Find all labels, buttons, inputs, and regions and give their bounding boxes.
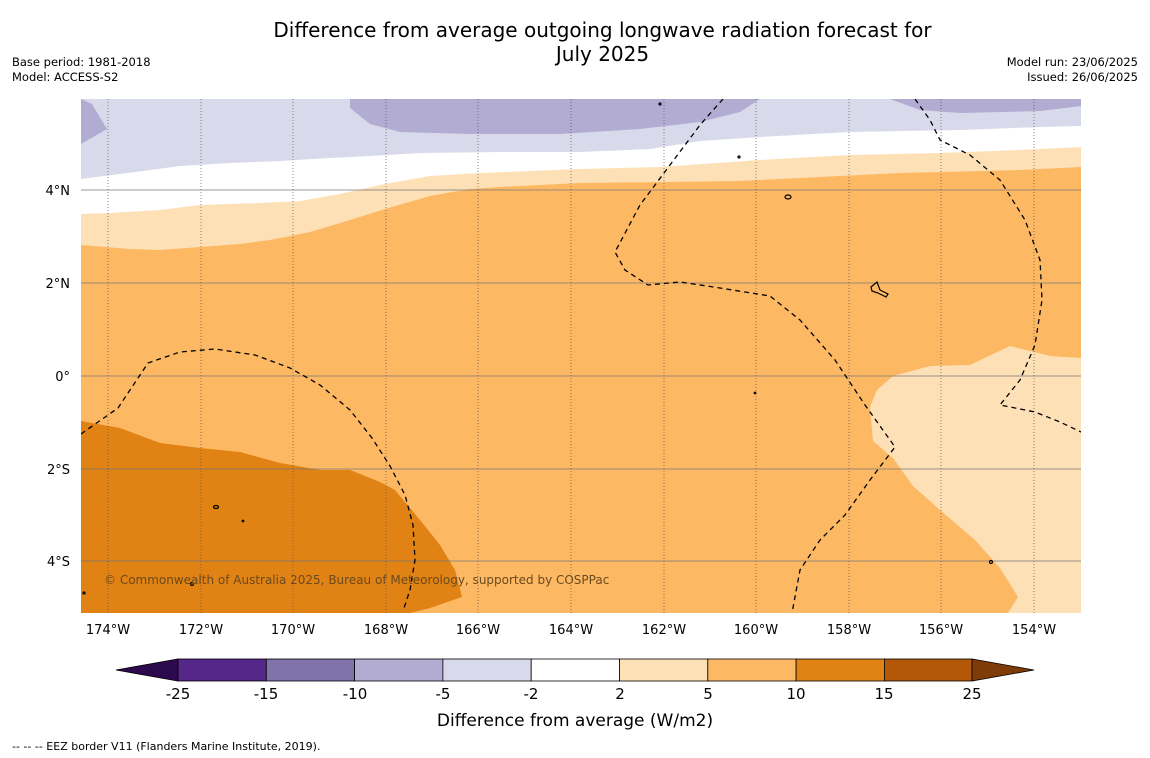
copyright-text: © Commonwealth of Australia 2025, Bureau… bbox=[104, 573, 609, 587]
lon-label: 154°W bbox=[1012, 623, 1056, 638]
meta-left: Base period: 1981-2018 Model: ACCESS-S2 bbox=[12, 55, 151, 85]
contour-band-neg-5-2 bbox=[81, 99, 1081, 179]
colorbar-segment bbox=[530, 658, 620, 682]
lat-label: 4°S bbox=[47, 555, 70, 570]
island bbox=[784, 194, 792, 200]
lon-label: 174°W bbox=[86, 623, 130, 638]
latitude-gridlines bbox=[81, 189, 1081, 562]
contour-band-2-5-southeast bbox=[870, 346, 1081, 613]
colorbar-tick: -15 bbox=[254, 685, 279, 703]
island bbox=[658, 102, 662, 106]
colorbar-label: Difference from average (W/m2) bbox=[437, 711, 713, 731]
title-line-2: July 2025 bbox=[555, 42, 650, 66]
island bbox=[753, 391, 757, 395]
lat-label: 2°S bbox=[47, 463, 70, 478]
lon-label: 170°W bbox=[271, 623, 315, 638]
eez-border-west bbox=[81, 348, 416, 609]
island-outlines bbox=[82, 102, 994, 595]
lon-label: 172°W bbox=[179, 623, 223, 638]
colorbar-extend-high bbox=[971, 658, 1035, 682]
chart-title: Difference from average outgoing longwav… bbox=[200, 18, 1005, 66]
island bbox=[241, 519, 245, 523]
lon-label: 156°W bbox=[919, 623, 963, 638]
colorbar-segment bbox=[177, 658, 267, 682]
colorbar bbox=[115, 658, 1035, 682]
colorbar-tick: 10 bbox=[786, 685, 805, 703]
eez-footnote: -- -- -- EEZ border V11 (Flanders Marine… bbox=[12, 740, 321, 753]
colorbar-tick: -25 bbox=[166, 685, 191, 703]
lat-label: 2°N bbox=[46, 277, 71, 292]
lon-label: 160°W bbox=[734, 623, 778, 638]
latitude-labels: 4°N 2°N 0° 2°S 4°S bbox=[46, 184, 71, 570]
eez-borders bbox=[81, 99, 1081, 613]
longitude-labels: 174°W 172°W 170°W 168°W 166°W 164°W 162°… bbox=[86, 623, 1056, 638]
colorbar-ticks: -25 -15 -10 -5 -2 2 5 10 15 25 bbox=[166, 685, 982, 703]
colorbar-tick: 25 bbox=[962, 685, 981, 703]
colorbar-segment bbox=[354, 658, 444, 682]
island bbox=[212, 504, 220, 510]
lon-label: 164°W bbox=[549, 623, 593, 638]
colorbar-segment bbox=[795, 658, 885, 682]
model-run: Model run: 23/06/2025 bbox=[1006, 55, 1138, 69]
lat-label: 0° bbox=[55, 370, 70, 385]
colorbar-tick: 5 bbox=[703, 685, 713, 703]
contour-band-neg-10-5-west bbox=[81, 99, 107, 144]
colorbar-extend-low bbox=[115, 658, 179, 682]
colorbar-tick: -5 bbox=[436, 685, 451, 703]
colorbar-segment bbox=[619, 658, 709, 682]
island bbox=[737, 155, 741, 159]
colorbar-segment bbox=[884, 658, 973, 682]
lon-label: 168°W bbox=[364, 623, 408, 638]
island bbox=[82, 591, 86, 595]
contour-band-neg-10-5-center bbox=[350, 99, 760, 134]
issued-date: Issued: 26/06/2025 bbox=[1027, 70, 1138, 84]
colorbar-segment bbox=[442, 658, 532, 682]
colorbar-tick: -10 bbox=[343, 685, 368, 703]
lat-label: 4°N bbox=[46, 184, 71, 199]
eez-border-central bbox=[614, 99, 896, 613]
map-area: © Commonwealth of Australia 2025, Bureau… bbox=[81, 99, 1081, 613]
colorbar-tick: 15 bbox=[874, 685, 893, 703]
island bbox=[988, 559, 994, 565]
model-name: Model: ACCESS-S2 bbox=[12, 70, 119, 84]
eez-border-east bbox=[914, 99, 1081, 433]
base-period: Base period: 1981-2018 bbox=[12, 55, 151, 69]
colorbar-segment bbox=[707, 658, 797, 682]
colorbar-tick: 2 bbox=[615, 685, 625, 703]
lon-label: 166°W bbox=[456, 623, 500, 638]
title-line-1: Difference from average outgoing longwav… bbox=[273, 18, 932, 42]
lon-label: 162°W bbox=[642, 623, 686, 638]
meta-right: Model run: 23/06/2025 Issued: 26/06/2025 bbox=[1007, 55, 1138, 85]
colorbar-tick: -2 bbox=[524, 685, 539, 703]
lon-label: 158°W bbox=[827, 623, 871, 638]
island bbox=[870, 280, 889, 298]
contour-band-neg-10-5-east bbox=[890, 99, 1081, 113]
island bbox=[189, 581, 195, 587]
colorbar-segment bbox=[265, 658, 355, 682]
